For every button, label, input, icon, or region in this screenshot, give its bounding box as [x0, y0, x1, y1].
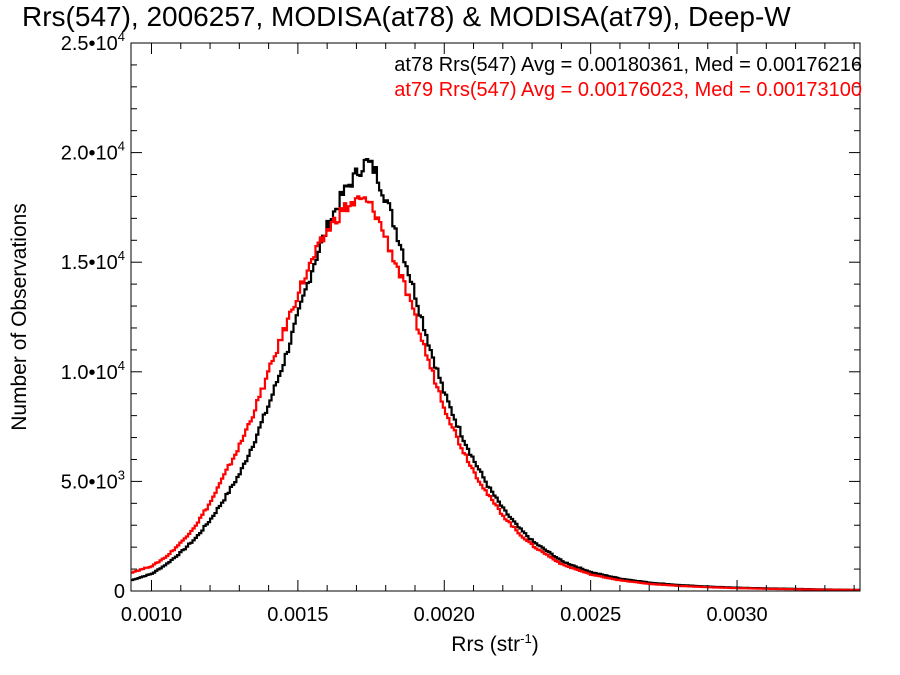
- stats-annotation-at79: at79 Rrs(547) Avg = 0.00176023, Med = 0.…: [394, 79, 862, 101]
- series-line-at79: [131, 195, 860, 592]
- x-tick-label: 0.0020: [414, 604, 475, 626]
- y-tick-label: 1.5•104: [61, 248, 125, 274]
- y-tick-label: 1.0•104: [61, 358, 125, 384]
- y-tick-label: 2.0•104: [61, 139, 125, 165]
- y-tick-label: 5.0•103: [61, 467, 125, 493]
- y-axis-label: Number of Observations: [8, 203, 31, 431]
- x-tick-label: 0.0030: [706, 604, 767, 626]
- stats-annotation-at78: at78 Rrs(547) Avg = 0.00180361, Med = 0.…: [394, 54, 862, 76]
- x-tick-label: 0.0025: [560, 604, 621, 626]
- plot-frame: [130, 42, 861, 592]
- chart-title: Rrs(547), 2006257, MODISA(at78) & MODISA…: [22, 1, 791, 32]
- x-tick-label: 0.0015: [267, 604, 328, 626]
- series-line-at78: [131, 157, 860, 591]
- x-axis-label: Rrs (str-1): [451, 631, 538, 656]
- y-tick-label: 0: [114, 581, 125, 603]
- y-tick-label: 2.5•104: [61, 29, 125, 55]
- x-tick-label: 0.0010: [121, 604, 182, 626]
